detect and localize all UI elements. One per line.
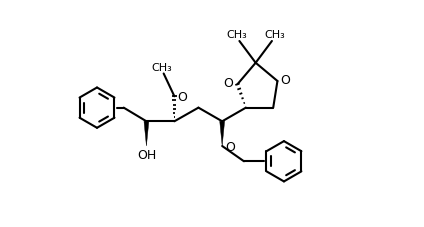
Text: CH₃: CH₃ bbox=[264, 30, 285, 40]
Polygon shape bbox=[220, 122, 225, 146]
Text: CH₃: CH₃ bbox=[152, 62, 173, 72]
Polygon shape bbox=[144, 122, 149, 146]
Text: CH₃: CH₃ bbox=[226, 30, 247, 40]
Text: O: O bbox=[225, 140, 235, 153]
Text: OH: OH bbox=[137, 149, 156, 162]
Text: O: O bbox=[177, 90, 187, 103]
Text: O: O bbox=[223, 77, 233, 90]
Text: O: O bbox=[281, 74, 290, 86]
